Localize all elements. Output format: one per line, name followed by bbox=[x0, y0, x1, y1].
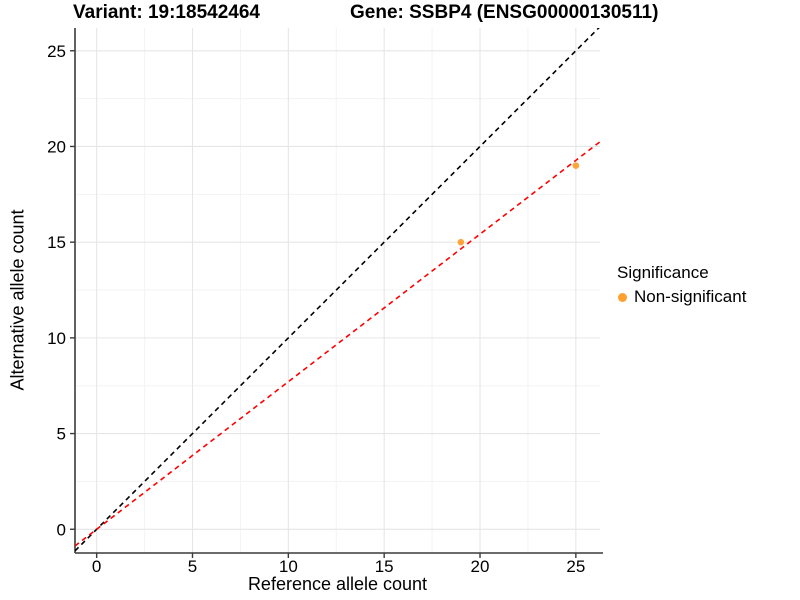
data-point bbox=[572, 162, 580, 169]
legend: Significance Non-significant bbox=[613, 263, 746, 307]
fit-line bbox=[75, 141, 600, 547]
y-tick-label: 5 bbox=[57, 425, 66, 444]
y-tick-label: 20 bbox=[47, 137, 66, 156]
gene-title: Gene: SSBP4 (ENSG00000130511) bbox=[350, 2, 659, 23]
legend-item-label: Non-significant bbox=[634, 287, 747, 306]
y-tick-label: 15 bbox=[47, 233, 66, 252]
x-axis-title: Reference allele count bbox=[247, 574, 428, 594]
x-tick-label: 15 bbox=[375, 557, 394, 576]
x-tick-label: 20 bbox=[471, 557, 490, 576]
y-axis-title: Alternative allele count bbox=[7, 209, 28, 391]
x-tick-label: 25 bbox=[566, 557, 585, 576]
legend-point-icon bbox=[618, 292, 627, 302]
identity-line bbox=[75, 28, 600, 552]
variant-title: Variant: 19:18542464 bbox=[73, 2, 260, 23]
x-tick-label: 10 bbox=[279, 557, 298, 576]
y-tick-label: 0 bbox=[57, 520, 66, 539]
legend-title: Significance bbox=[617, 263, 709, 282]
x-tick-label: 0 bbox=[92, 557, 101, 576]
x-tick-label: 5 bbox=[188, 557, 197, 576]
data-point bbox=[457, 238, 465, 246]
y-tick-label: 10 bbox=[47, 329, 66, 348]
legend-item: Non-significant bbox=[613, 287, 746, 307]
y-tick-label: 25 bbox=[47, 42, 66, 61]
